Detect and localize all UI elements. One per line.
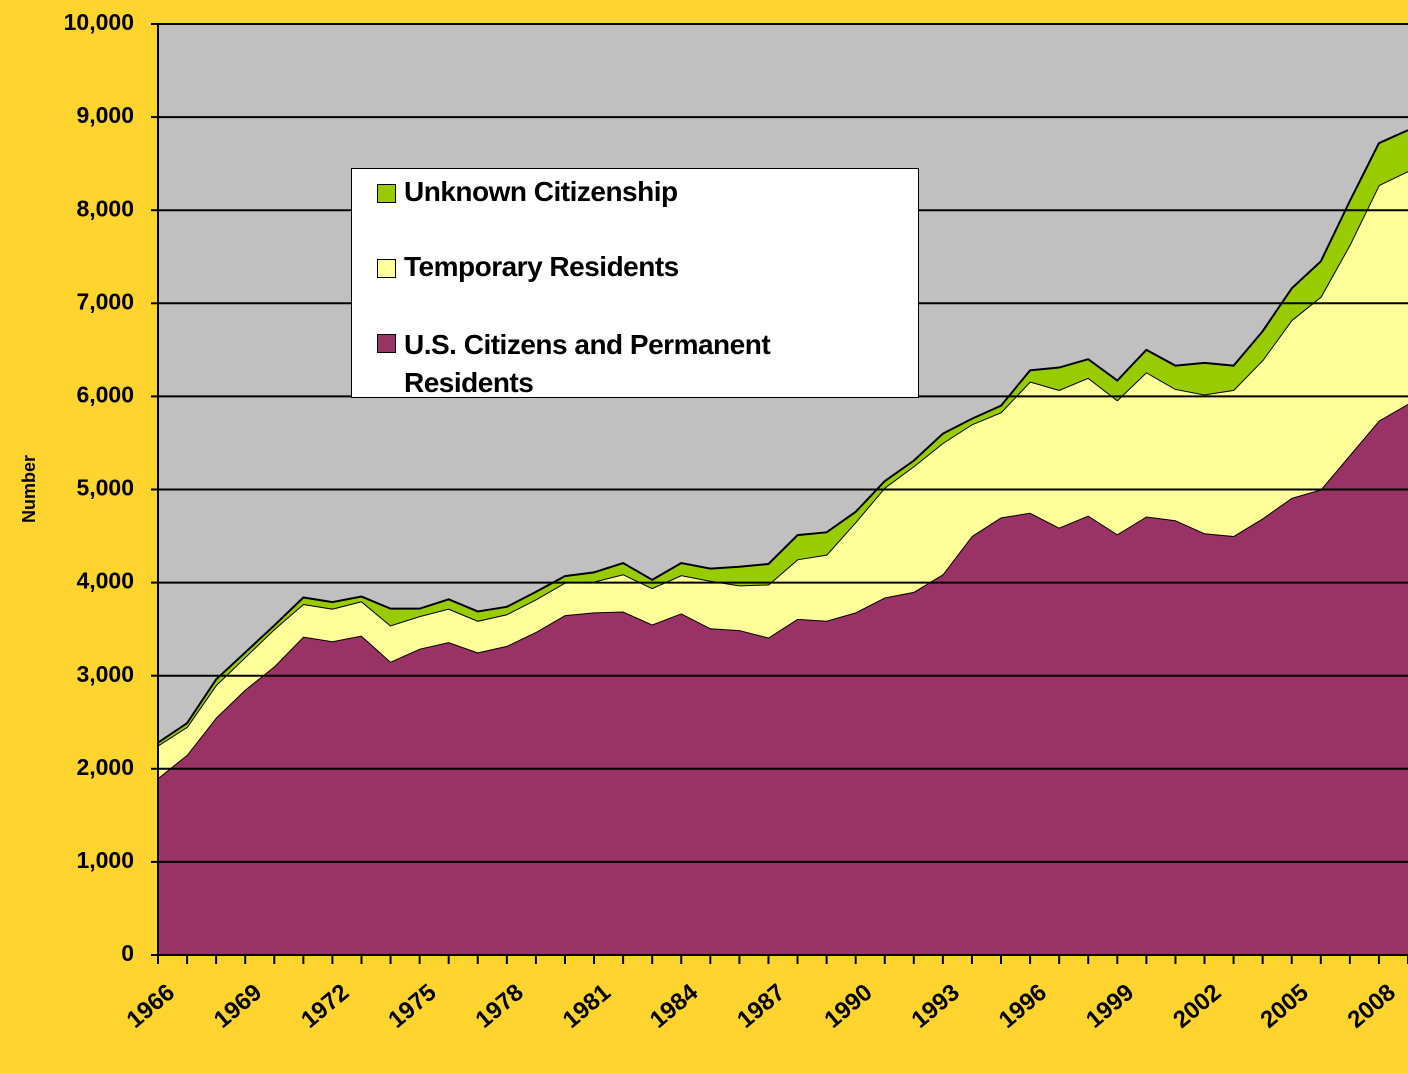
x-tick-label: 1996 [994, 979, 1052, 1034]
x-tick-label: 2002 [1168, 979, 1226, 1034]
y-tick-label: 1,000 [76, 847, 134, 873]
y-tick-label: 6,000 [76, 381, 134, 407]
y-tick-label: 5,000 [76, 475, 134, 501]
x-tick-label: 1975 [383, 979, 441, 1034]
y-tick-label: 2,000 [76, 754, 134, 780]
x-tick-label: 1984 [645, 978, 704, 1033]
legend-swatch [377, 184, 396, 203]
legend-item: Temporary Residents [377, 251, 864, 283]
y-tick-label: 9,000 [76, 102, 134, 128]
x-tick-label: 2008 [1343, 979, 1401, 1034]
legend-label: Unknown Citizenship [404, 176, 678, 207]
x-tick-label: 1999 [1081, 979, 1139, 1034]
x-tick-label: 1990 [819, 979, 877, 1034]
legend-swatch [377, 259, 396, 278]
x-tick-label: 1966 [122, 979, 180, 1034]
x-tick-label: 1978 [471, 979, 529, 1034]
y-tick-label: 0 [121, 940, 134, 966]
areas [157, 129, 1408, 955]
x-tick-label: 2005 [1255, 979, 1313, 1034]
y-tick-label: 3,000 [76, 661, 134, 687]
legend: Unknown Citizenship Temporary Residents U.… [351, 168, 919, 398]
x-tick-label: 1969 [209, 979, 267, 1034]
y-tick-label: 10,000 [64, 9, 134, 35]
y-tick-label: 8,000 [76, 195, 134, 221]
x-tick-label: 1993 [907, 979, 965, 1034]
legend-item: U.S. Citizens and Permanent Residents [377, 326, 864, 402]
legend-swatch [377, 334, 396, 353]
area-fill [158, 171, 1408, 779]
legend-item: Unknown Citizenship [377, 176, 864, 208]
x-tick-label: 1981 [558, 979, 616, 1034]
legend-label: U.S. Citizens and Permanent Residents [404, 329, 771, 398]
area-line [157, 129, 1408, 744]
x-tick-label: 1987 [732, 979, 790, 1034]
legend-label: Temporary Residents [404, 251, 679, 282]
y-axis-label: Number [19, 455, 39, 523]
y-tick-label: 4,000 [76, 568, 134, 594]
area-fill [158, 403, 1408, 955]
x-tick-label: 1972 [296, 979, 354, 1034]
y-tick-label: 7,000 [76, 288, 134, 314]
